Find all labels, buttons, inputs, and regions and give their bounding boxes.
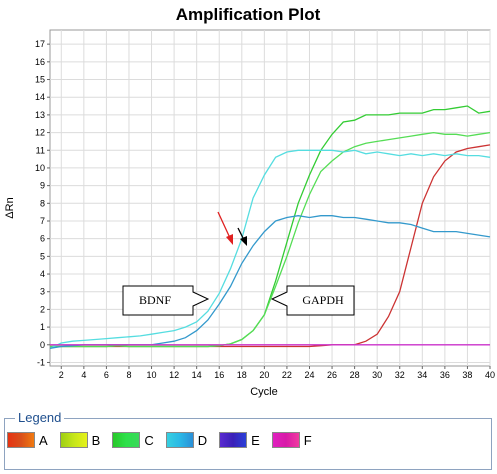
gapdh-callout-label: GAPDH: [302, 293, 344, 307]
y-tick-label: 8: [40, 198, 45, 208]
x-tick-label: 40: [485, 370, 495, 380]
black-arrow-head: [240, 236, 247, 246]
series-layer: [49, 105, 491, 349]
y-tick-label: 7: [40, 216, 45, 226]
legend-label-a: A: [39, 432, 48, 448]
legend-item-c[interactable]: C: [112, 432, 154, 448]
red-arrow-head: [226, 234, 233, 245]
y-tick-label: 16: [35, 57, 45, 67]
legend-swatch-a: [7, 432, 35, 448]
x-tick-label: 30: [372, 370, 382, 380]
y-tick-label: 2: [40, 304, 45, 314]
legend-items: A B C D E F: [7, 432, 324, 448]
x-tick-label: 2: [59, 370, 64, 380]
x-tick-label: 24: [304, 370, 314, 380]
x-tick-label: 10: [147, 370, 157, 380]
x-tick-label: 8: [126, 370, 131, 380]
y-tick-label: 11: [36, 145, 45, 155]
x-tick-label: 6: [104, 370, 109, 380]
x-tick-label: 22: [282, 370, 292, 380]
x-tick-label: 14: [192, 370, 202, 380]
legend-label-e: E: [251, 432, 260, 448]
legend-item-b[interactable]: B: [59, 432, 101, 448]
legend: Legend A B C D E F: [4, 410, 492, 470]
legend-title: Legend: [15, 410, 65, 425]
y-tick-label: 15: [35, 75, 45, 85]
legend-label-f: F: [303, 432, 312, 448]
legend-label-c: C: [144, 432, 154, 448]
y-tick-label: 17: [35, 39, 45, 49]
y-tick-label: 13: [35, 110, 45, 120]
x-axis-label: Cycle: [250, 386, 278, 398]
legend-item-a[interactable]: A: [7, 432, 48, 448]
series-line: [50, 131, 491, 348]
legend-label-b: B: [91, 432, 101, 448]
x-tick-label: 18: [237, 370, 247, 380]
gapdh-callout-box: [270, 285, 355, 316]
x-tick-label: 16: [214, 370, 224, 380]
red-arrow-shaft: [217, 211, 231, 239]
bdnf-callout-box: [122, 285, 210, 316]
y-tick-label: 9: [40, 181, 45, 191]
x-tick-label: 26: [327, 370, 337, 380]
y-tick-label: 3: [40, 287, 45, 297]
x-tick-label: 28: [350, 370, 360, 380]
y-axis-label: ΔRn: [4, 197, 16, 218]
legend-swatch-d: [165, 432, 194, 448]
x-tick-label: 4: [81, 370, 86, 380]
y-tick-label: 0: [40, 340, 45, 350]
x-tick-label: 32: [395, 370, 405, 380]
y-tick-label: -1: [37, 357, 45, 367]
annotations: BDNF GAPDH: [122, 211, 355, 316]
y-tick-label: 1: [40, 322, 45, 332]
legend-swatch-f: [271, 432, 300, 448]
legend-label-d: D: [197, 432, 208, 448]
chart-title: Amplification Plot: [176, 5, 321, 24]
x-tick-label: 12: [169, 370, 179, 380]
x-tick-label: 34: [417, 370, 427, 380]
series-line: [49, 149, 491, 349]
legend-swatch-b: [59, 432, 88, 448]
y-tick-label: 4: [40, 269, 45, 279]
legend-item-e[interactable]: E: [219, 432, 260, 448]
legend-swatch-c: [112, 432, 141, 448]
legend-item-d[interactable]: D: [165, 432, 208, 448]
legend-swatch-e: [219, 432, 248, 448]
y-tick-label: 5: [40, 251, 45, 261]
bdnf-callout-label: BDNF: [139, 293, 171, 307]
y-tick-label: 10: [35, 163, 45, 173]
y-tick-label: 12: [35, 128, 45, 138]
x-tick-label: 38: [462, 370, 472, 380]
x-tick-label: 36: [440, 370, 450, 380]
y-tick-label: 6: [40, 234, 45, 244]
legend-item-f[interactable]: F: [271, 432, 312, 448]
x-tick-label: 20: [259, 370, 269, 380]
y-tick-label: 14: [35, 92, 45, 102]
